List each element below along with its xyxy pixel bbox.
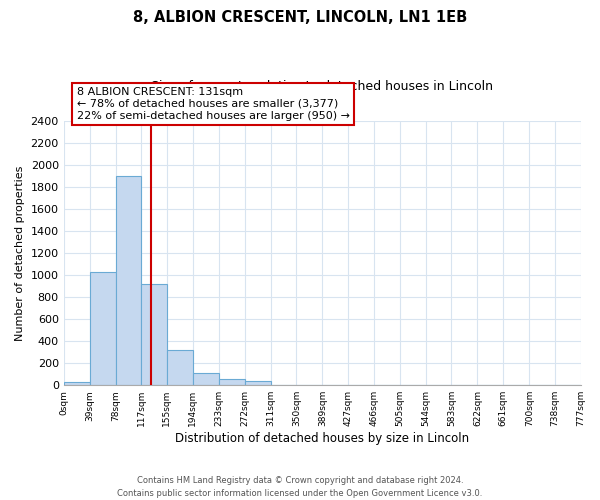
Title: Size of property relative to detached houses in Lincoln: Size of property relative to detached ho…: [151, 80, 493, 93]
Bar: [116, 176, 142, 385]
Bar: [89, 272, 116, 385]
Bar: [245, 382, 271, 385]
Text: 8 ALBION CRESCENT: 131sqm
← 78% of detached houses are smaller (3,377)
22% of se: 8 ALBION CRESCENT: 131sqm ← 78% of detac…: [77, 88, 350, 120]
X-axis label: Distribution of detached houses by size in Lincoln: Distribution of detached houses by size …: [175, 432, 469, 445]
Bar: [218, 379, 245, 385]
Text: Contains HM Land Registry data © Crown copyright and database right 2024.
Contai: Contains HM Land Registry data © Crown c…: [118, 476, 482, 498]
Bar: [64, 382, 89, 385]
Y-axis label: Number of detached properties: Number of detached properties: [15, 165, 25, 340]
Bar: [193, 373, 218, 385]
Text: 8, ALBION CRESCENT, LINCOLN, LN1 1EB: 8, ALBION CRESCENT, LINCOLN, LN1 1EB: [133, 10, 467, 25]
Bar: [142, 284, 167, 385]
Bar: [167, 350, 193, 385]
